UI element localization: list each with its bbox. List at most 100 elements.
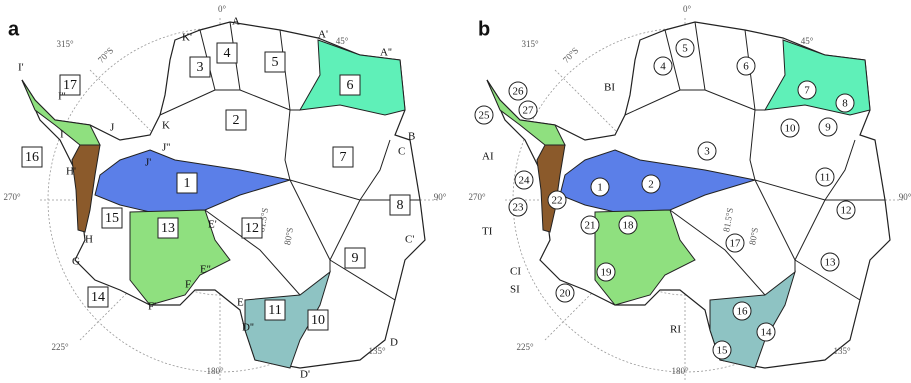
basin-circle [756, 322, 776, 342]
basin-number: 24 [519, 175, 531, 187]
meridian-label: 90° [899, 192, 911, 202]
basin-number: 16 [737, 306, 749, 318]
basin-circle [818, 117, 838, 137]
point-label: A'' [380, 47, 392, 59]
basin-number: 5 [682, 43, 688, 55]
basin-number: 2 [233, 113, 240, 128]
basin-box [216, 42, 238, 64]
point-label: F' [148, 301, 156, 313]
basin-number: 10 [311, 313, 325, 328]
point-label: D [390, 337, 398, 349]
point-label: F [185, 279, 191, 291]
basin-box [87, 286, 109, 308]
point-label: J [110, 122, 115, 134]
basin-circle [780, 118, 800, 138]
point-label: TI [482, 226, 493, 238]
basin-circle [590, 177, 610, 197]
basin-box [264, 299, 286, 321]
basin-circle [732, 301, 752, 321]
parallel-label: 70°S [561, 45, 581, 65]
point-label: E [237, 297, 244, 309]
basin-box [59, 74, 81, 96]
basin-circle [835, 93, 855, 113]
basin-number: 14 [761, 327, 773, 339]
meridian-label: 225° [51, 342, 69, 352]
basin-circle [797, 80, 817, 100]
basin-circle [508, 81, 528, 101]
basin-circle [836, 200, 856, 220]
basin-number: 14 [91, 290, 105, 305]
basin-number: 21 [585, 220, 596, 232]
meridian-label: 315° [56, 39, 74, 49]
basin-circle [518, 100, 538, 120]
basin-circle [547, 190, 567, 210]
point-label: J' [145, 157, 151, 169]
basin-circle [653, 56, 673, 76]
point-label: I' [18, 62, 24, 74]
meridian-label: 270° [468, 192, 486, 202]
basin-number: 9 [352, 251, 359, 266]
basin-number: 11 [820, 172, 831, 184]
point-label: C' [405, 234, 414, 246]
basin-number: 3 [704, 146, 710, 158]
basin-circle [641, 174, 661, 194]
basin-number: 19 [601, 267, 613, 279]
basin-circle [596, 262, 616, 282]
basin-number: 17 [730, 238, 742, 250]
point-label: H' [66, 166, 76, 178]
basin-box [101, 207, 123, 229]
basin-number: 15 [105, 211, 119, 226]
meridian-label: 45° [336, 36, 349, 46]
basin-box [225, 109, 247, 131]
parallel-label: 80°S [282, 227, 295, 246]
basin-number: 13 [825, 257, 837, 269]
basin-number: 2 [648, 179, 654, 191]
meridian-label: 0° [683, 4, 692, 14]
point-label: CI [510, 266, 521, 278]
basin-number: 6 [743, 61, 749, 73]
basin-box [176, 172, 198, 194]
basin-number: 13 [161, 221, 175, 236]
meridian-label: 225° [516, 342, 534, 352]
basin-number: 5 [272, 55, 279, 70]
meridian-label: 180° [671, 366, 689, 376]
point-label: E'' [200, 264, 211, 276]
basin-box [264, 51, 286, 73]
basin-number: 6 [347, 78, 354, 93]
basin-circle [697, 141, 717, 161]
basin-circle [675, 38, 695, 58]
point-label: I [60, 129, 64, 141]
basin-number: 1 [184, 176, 191, 191]
meridian-label: 135° [833, 346, 851, 356]
point-label: BI [604, 82, 615, 94]
basin-box [189, 56, 211, 78]
basin-circle [555, 283, 575, 303]
meridian-label: 270° [3, 192, 21, 202]
basin-number: 22 [552, 195, 563, 207]
meridian-label: 135° [368, 346, 386, 356]
basin-number: 23 [513, 202, 525, 214]
basin-number: 7 [340, 150, 347, 165]
point-label: C [398, 146, 405, 158]
basin-box [157, 217, 179, 239]
point-label: I'' [58, 91, 66, 103]
basin-circle [508, 197, 528, 217]
point-label: J'' [162, 142, 170, 154]
point-label: SI [510, 284, 520, 296]
parallel-label: 81.5°S [721, 207, 735, 233]
basin-number: 8 [842, 98, 848, 110]
basin-box [21, 146, 43, 168]
basin-box [344, 247, 366, 269]
basin-number: 1 [597, 182, 603, 194]
point-label: B [408, 131, 415, 143]
basin-number: 17 [63, 78, 77, 93]
basin-box [241, 217, 263, 239]
basin-number: 25 [479, 110, 491, 122]
basin-number: 4 [660, 61, 666, 73]
basin-number: 20 [560, 288, 572, 300]
basin-circle [618, 215, 638, 235]
point-label: D' [300, 369, 310, 381]
basin-number: 10 [785, 123, 797, 135]
basin-number: 26 [513, 86, 525, 98]
